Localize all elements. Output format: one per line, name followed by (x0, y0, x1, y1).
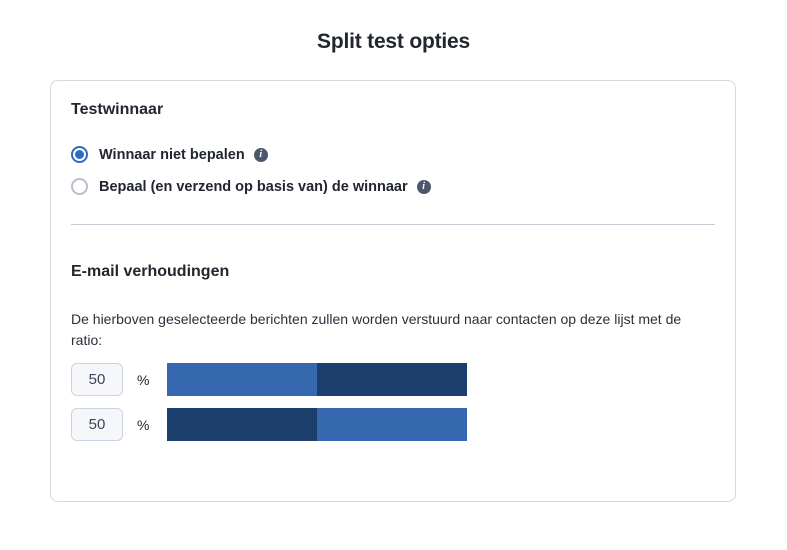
bar-segment-navy (167, 408, 318, 441)
bar-segment-navy (317, 363, 468, 396)
radio-button-selected[interactable] (71, 146, 88, 163)
ratio-percentage-input-1[interactable] (71, 363, 123, 396)
ratio-rows: % % (71, 363, 715, 441)
email-ratios-description: De hierboven geselecteerde berichten zul… (71, 311, 682, 348)
ratio-percentage-input-2[interactable] (71, 408, 123, 441)
bar-segment-blue (167, 363, 318, 396)
email-ratios-heading: E-mail verhoudingen (71, 263, 230, 280)
test-winner-heading: Testwinnaar (71, 101, 164, 118)
test-winner-radio-group: Winnaar niet bepalen i Bepaal (en verzen… (71, 146, 715, 195)
info-icon[interactable]: i (416, 179, 431, 194)
page-title: Split test opties (317, 30, 470, 53)
radio-button-unselected[interactable] (71, 178, 88, 195)
section-divider (71, 224, 715, 225)
bar-segment-blue (317, 408, 468, 441)
radio-label: Winnaar niet bepalen (99, 146, 245, 163)
info-icon[interactable]: i (253, 147, 268, 162)
ratio-row-2: % (71, 408, 715, 441)
percent-label: % (137, 416, 150, 433)
split-test-options-card: Testwinnaar Winnaar niet bepalen i Bepaa… (50, 80, 736, 502)
radio-label: Bepaal (en verzend op basis van) de winn… (99, 178, 408, 195)
radio-option-winnaar-niet-bepalen[interactable]: Winnaar niet bepalen i (71, 146, 715, 163)
ratio-bar-2 (167, 408, 468, 441)
ratio-bar-1 (167, 363, 468, 396)
ratio-row-1: % (71, 363, 715, 396)
radio-option-bepaal-de-winnaar[interactable]: Bepaal (en verzend op basis van) de winn… (71, 178, 715, 195)
percent-label: % (137, 371, 150, 388)
